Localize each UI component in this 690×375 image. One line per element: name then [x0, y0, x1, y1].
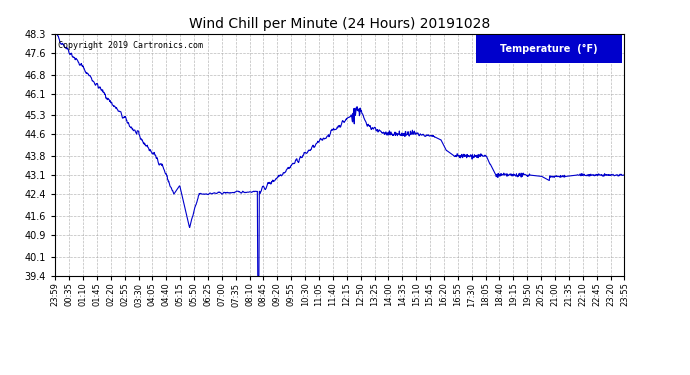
Text: Copyright 2019 Cartronics.com: Copyright 2019 Cartronics.com: [58, 41, 203, 50]
Title: Wind Chill per Minute (24 Hours) 20191028: Wind Chill per Minute (24 Hours) 2019102…: [189, 17, 491, 31]
Text: Temperature  (°F): Temperature (°F): [500, 44, 598, 54]
FancyBboxPatch shape: [476, 35, 622, 63]
